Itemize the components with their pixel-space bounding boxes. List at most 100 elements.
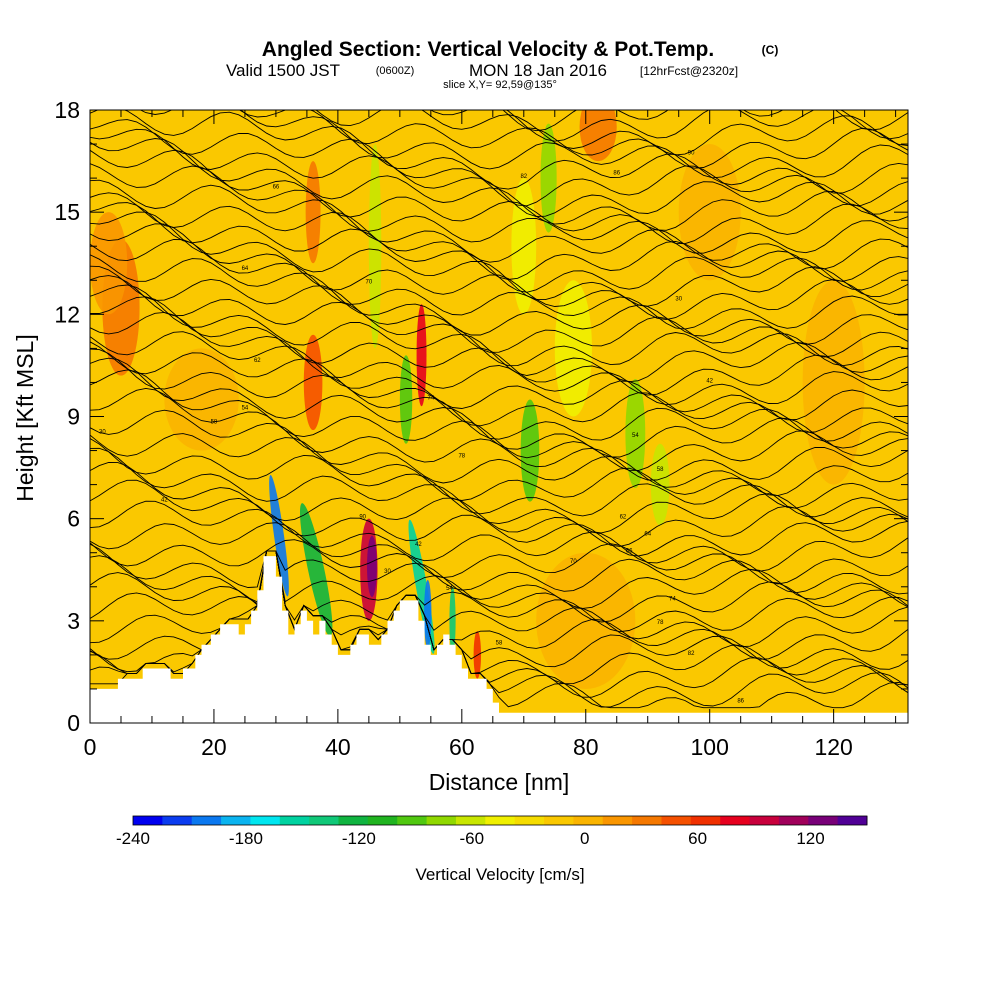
plot-area: 30 42 54 58 62 64 66 70 74 78 82 86 90 30 42 54 58 62 64 66… <box>90 110 908 723</box>
contour-label: 42 <box>161 498 168 504</box>
contour-line <box>430 110 908 142</box>
contour-line <box>90 254 908 345</box>
x-tick-label: 80 <box>573 734 599 760</box>
colorbar-tick-label: -240 <box>116 829 150 848</box>
contour-label: 58 <box>496 641 503 647</box>
velocity-patch <box>416 304 427 407</box>
x-tick-label: 40 <box>325 734 351 760</box>
velocity-patch <box>424 579 432 649</box>
contour-line <box>90 409 908 497</box>
x-axis-label: Distance [nm] <box>429 769 570 795</box>
y-tick-label: 6 <box>67 506 80 532</box>
colorbar-segment <box>338 816 369 825</box>
y-tick-label: 3 <box>67 608 80 634</box>
contour-label: 86 <box>737 699 744 705</box>
contour-label: 90 <box>688 150 695 156</box>
velocity-patch <box>625 379 646 489</box>
colorbar-segment <box>250 816 281 825</box>
contour-line <box>90 550 908 633</box>
velocity-patch <box>802 280 865 485</box>
contour-label: 82 <box>520 174 527 180</box>
subtitle-date: MON 18 Jan 2016 <box>469 61 607 80</box>
contour-line <box>90 348 908 442</box>
colorbar-segment <box>309 816 340 825</box>
colorbar-segment <box>749 816 780 825</box>
subtitle-utc: (0600Z) <box>376 65 415 77</box>
velocity-patch <box>368 144 382 349</box>
colorbar-segment <box>397 816 428 825</box>
y-tick-label: 18 <box>54 97 80 123</box>
contour-label: 66 <box>273 184 280 190</box>
contour-line <box>90 357 908 458</box>
contour-line <box>90 179 908 270</box>
subtitle-prefix: Valid 1500 JST <box>226 61 340 80</box>
contour-label: 66 <box>626 549 633 555</box>
slice-text: slice X,Y= 92,59@135° <box>443 79 557 91</box>
contour-line <box>90 163 908 254</box>
chart-title: Angled Section: Vertical Velocity & Pot.… <box>262 38 714 61</box>
contour-line <box>90 223 908 321</box>
contour-line <box>90 479 908 557</box>
contour-label: 58 <box>211 419 218 425</box>
colorbar-segment <box>485 816 516 825</box>
velocity-patch <box>299 503 333 637</box>
velocity-patch <box>269 474 289 597</box>
velocity-patch <box>579 110 617 162</box>
contour-line <box>90 284 908 383</box>
colorbar-tick-label: 120 <box>796 829 824 848</box>
colorbar-segment <box>720 816 751 825</box>
colorbar-segment <box>661 816 692 825</box>
y-axis-label: Height [Kft MSL] <box>12 334 38 501</box>
contour-line <box>90 550 908 648</box>
contour-label: 30 <box>99 430 106 436</box>
colorbar-segment <box>778 816 809 825</box>
y-axis: 0 3 6 9 12 15 18 <box>54 97 908 736</box>
contour-line <box>90 275 908 367</box>
potential-temperature-contours <box>90 110 908 709</box>
velocity-field <box>90 110 865 689</box>
colorbar-tick-label: 60 <box>688 829 707 848</box>
colorbar <box>132 815 868 826</box>
contour-line <box>90 119 908 207</box>
contour-line <box>90 265 908 358</box>
contour-line <box>90 149 908 245</box>
x-tick-label: 120 <box>814 734 852 760</box>
contour-line <box>90 522 908 585</box>
contour-label: 54 <box>632 433 639 439</box>
contour-label: 78 <box>657 620 664 626</box>
x-tick-label: 0 <box>84 734 97 760</box>
contour-line <box>90 462 908 547</box>
colorbar-tick-labels: -240 -180 -120 -60 0 60 120 <box>116 829 825 848</box>
velocity-patch <box>511 178 537 315</box>
colorbar-segment <box>191 816 222 825</box>
colorbar-segment <box>279 816 310 825</box>
contour-line <box>90 369 908 471</box>
contour-label: 62 <box>254 358 261 364</box>
chart-title-unit: (C) <box>762 43 779 57</box>
contour-label: 78 <box>458 453 465 459</box>
contour-label: 54 <box>446 586 453 592</box>
contour-line <box>90 192 908 282</box>
contour-line <box>90 110 908 194</box>
colorbar-segment <box>162 816 193 825</box>
contour-label: 90 <box>359 515 366 521</box>
contour-label: 82 <box>688 651 695 657</box>
x-tick-label: 60 <box>449 734 475 760</box>
velocity-patch <box>678 144 741 281</box>
colorbar-segment <box>426 816 457 825</box>
colorbar-segment <box>573 816 604 825</box>
y-tick-label: 9 <box>67 404 80 430</box>
y-tick-label: 0 <box>67 710 80 736</box>
contour-label: 74 <box>669 596 676 602</box>
velocity-patch <box>540 123 557 233</box>
colorbar-frame <box>132 815 868 826</box>
terrain-mask <box>90 556 908 723</box>
colorbar-segment <box>221 816 251 825</box>
y-tick-label: 12 <box>54 301 80 327</box>
contour-label: 64 <box>644 532 651 538</box>
colorbar-segment <box>602 816 633 825</box>
x-tick-label: 20 <box>201 734 227 760</box>
contour-label: 30 <box>675 297 682 303</box>
contour-label: 70 <box>366 280 373 286</box>
